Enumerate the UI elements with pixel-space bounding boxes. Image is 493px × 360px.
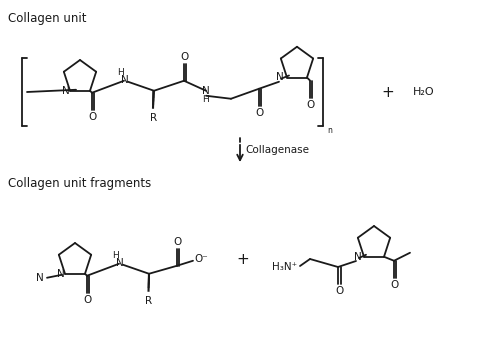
Text: N: N <box>121 75 129 85</box>
Text: O: O <box>391 280 399 290</box>
Text: O: O <box>307 99 315 109</box>
Text: N: N <box>116 258 124 268</box>
Text: H: H <box>112 251 119 260</box>
Text: N: N <box>276 72 284 82</box>
Text: O⁻: O⁻ <box>194 254 208 264</box>
Text: H: H <box>118 68 124 77</box>
Text: Collagen unit: Collagen unit <box>8 12 86 25</box>
Text: Collagenase: Collagenase <box>245 145 309 155</box>
Text: R: R <box>145 296 152 306</box>
Text: N: N <box>202 86 210 96</box>
Text: N: N <box>354 252 362 262</box>
Text: O: O <box>84 295 92 305</box>
Text: N: N <box>36 273 44 283</box>
Text: R: R <box>150 113 158 123</box>
Text: O: O <box>174 237 182 247</box>
Text: O: O <box>335 286 343 296</box>
Text: O: O <box>89 112 97 122</box>
Text: H₃N⁺: H₃N⁺ <box>272 262 297 272</box>
Text: O: O <box>181 52 189 62</box>
Text: H₂O: H₂O <box>413 87 435 97</box>
Text: Collagen unit fragments: Collagen unit fragments <box>8 177 151 190</box>
Text: H: H <box>203 95 210 104</box>
Text: +: + <box>237 252 249 267</box>
Text: O: O <box>256 108 264 118</box>
Text: n: n <box>327 126 332 135</box>
Text: N: N <box>62 86 70 96</box>
Text: N: N <box>57 269 65 279</box>
Text: +: + <box>382 85 394 99</box>
